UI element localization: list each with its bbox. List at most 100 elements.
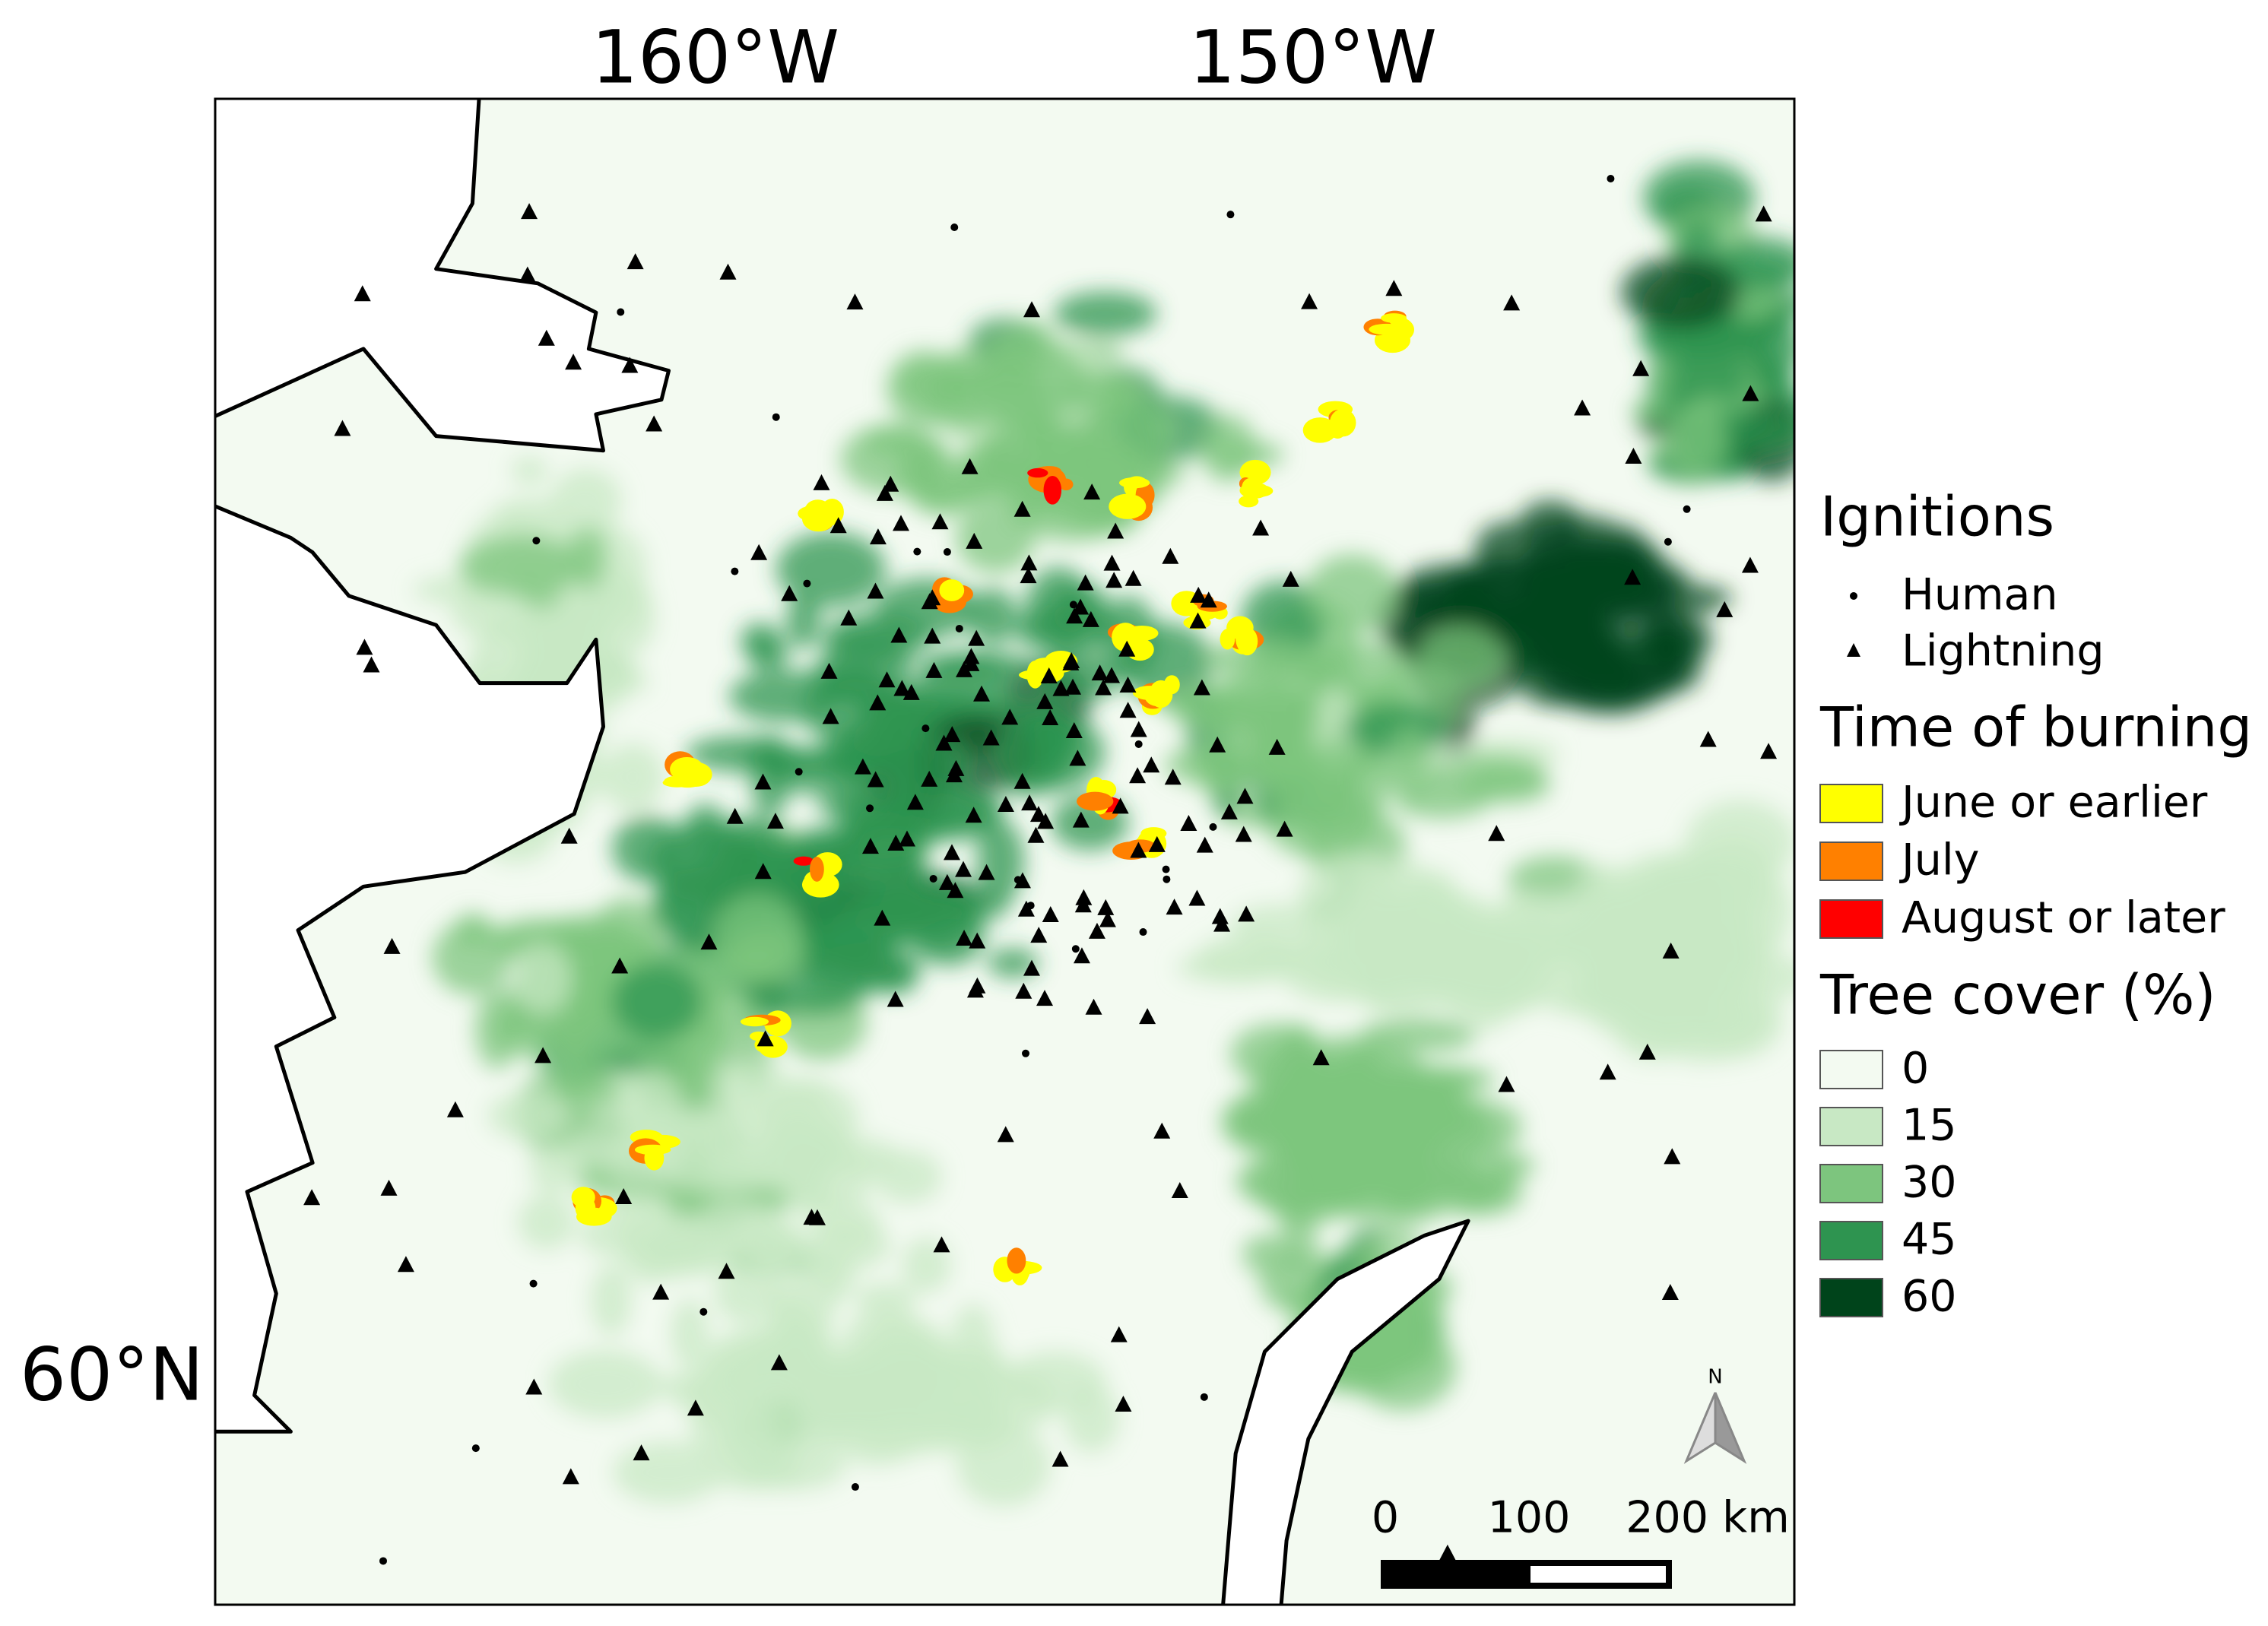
lightning-ignition [611, 957, 629, 974]
lightning-ignition [687, 1399, 704, 1416]
lightning-ignition [1716, 601, 1734, 617]
forest-patch [1615, 1001, 1692, 1060]
lightning-ignition [1036, 990, 1054, 1006]
forest-patch [1280, 1196, 1317, 1272]
lightning-ignition [1077, 574, 1094, 591]
lightning-ignition [354, 285, 371, 302]
lightning-ignition [878, 671, 896, 688]
lightning-ignition [1052, 1450, 1069, 1467]
fire-patch [801, 502, 834, 524]
lightning-ignition [938, 873, 956, 890]
lightning-ignition [1661, 1283, 1679, 1300]
lightning-ignition [1624, 569, 1642, 585]
lightning-ignition [840, 609, 858, 626]
human-ignition [1162, 865, 1170, 873]
lightning-ignition [1742, 385, 1759, 401]
lightning-ignition [700, 933, 718, 950]
fire-patches [571, 310, 1414, 1285]
lightning-ignition [1599, 1063, 1616, 1080]
lightning-ignition [1220, 803, 1238, 819]
lightning-ignition [1385, 280, 1403, 296]
lightning-ignition [1095, 679, 1112, 696]
fire-patch [1242, 477, 1260, 498]
fire-patch [576, 1207, 612, 1226]
forest-patch [590, 1100, 657, 1127]
forest-patch [955, 502, 1036, 573]
lightning-ignition [726, 807, 744, 824]
lightning-ignition [1042, 708, 1059, 725]
lightning-ignition [565, 353, 582, 370]
lightning-ignition [1488, 825, 1505, 842]
scale-label: 0 [1372, 1493, 1399, 1543]
human-ignition [772, 413, 780, 421]
forest-patch [768, 1279, 807, 1327]
lightning-ignition [652, 1283, 670, 1300]
lightning-ignition [893, 680, 911, 696]
lightning-ignition [534, 1047, 552, 1063]
forest-patch [861, 1343, 938, 1425]
forest-patch [1620, 255, 1742, 329]
lightning-ignition [1105, 572, 1123, 588]
lightning-ignition [1139, 1008, 1156, 1025]
forest-patch [662, 1155, 782, 1195]
forest-patch [1608, 539, 1664, 582]
lightning-ignition [1017, 900, 1035, 917]
lightning-ignition [808, 1209, 826, 1225]
forest-patch [548, 1349, 662, 1419]
lat-label: 60°N [20, 1332, 204, 1417]
lightning-ignition [898, 830, 915, 847]
ignitions [303, 175, 1778, 1565]
forest-patch [611, 816, 685, 883]
lightning-ignition [718, 1263, 735, 1279]
forest-patch [518, 1193, 576, 1250]
lightning-ignition [1312, 1049, 1330, 1066]
fire-patch [1007, 1247, 1026, 1274]
lightning-ignition [1190, 586, 1207, 603]
lightning-ignition [1282, 570, 1299, 587]
fire-patch [1132, 686, 1168, 700]
lightning-ignition [1188, 889, 1206, 906]
fire-patch [1369, 323, 1404, 335]
lightning-ignition [521, 203, 538, 220]
human-ignition [943, 548, 951, 556]
lightning-ignition [1036, 693, 1054, 709]
coast [1221, 1219, 1470, 1605]
burning-swatch [1819, 899, 1883, 939]
human-ignition [1139, 928, 1147, 937]
forest-patch [864, 426, 925, 457]
human-ignition [851, 1483, 859, 1491]
lightning-ignition [887, 835, 905, 851]
lightning-ignition [1013, 772, 1031, 789]
lightning-ignition [1112, 797, 1129, 814]
lightning-ignition [1164, 769, 1182, 785]
human-ignition [1607, 175, 1615, 183]
tree-swatch [1819, 1164, 1883, 1203]
forest-patch [836, 786, 912, 845]
human-ignition [617, 308, 625, 316]
lightning-ignition [1235, 826, 1252, 842]
lightning-ignition [1574, 399, 1591, 416]
lightning-symbol [1847, 643, 1860, 657]
legend-item: Human [1902, 570, 2058, 620]
lightning-ignition [633, 1444, 650, 1461]
lightning-ignition [380, 1179, 398, 1196]
lightning-ignition [890, 626, 908, 643]
fire-patch [1236, 624, 1251, 652]
lightning-ignition [1072, 811, 1090, 828]
map-area [215, 99, 1794, 1605]
lightning-ignition [867, 582, 884, 599]
human-ignition [803, 579, 811, 588]
lightning-ignition [1252, 519, 1270, 536]
lightning-ignition [1110, 1326, 1128, 1342]
burning-swatch [1819, 842, 1883, 881]
lightning-ignition [963, 655, 980, 671]
lightning-ignition [1013, 500, 1031, 517]
fire-patch [571, 1187, 595, 1208]
fire-patch [634, 1144, 671, 1155]
lightning-ignition [924, 627, 941, 644]
lightning-ignition [1124, 569, 1142, 586]
forest-patch [1474, 521, 1546, 581]
lightning-ignition [924, 589, 941, 606]
